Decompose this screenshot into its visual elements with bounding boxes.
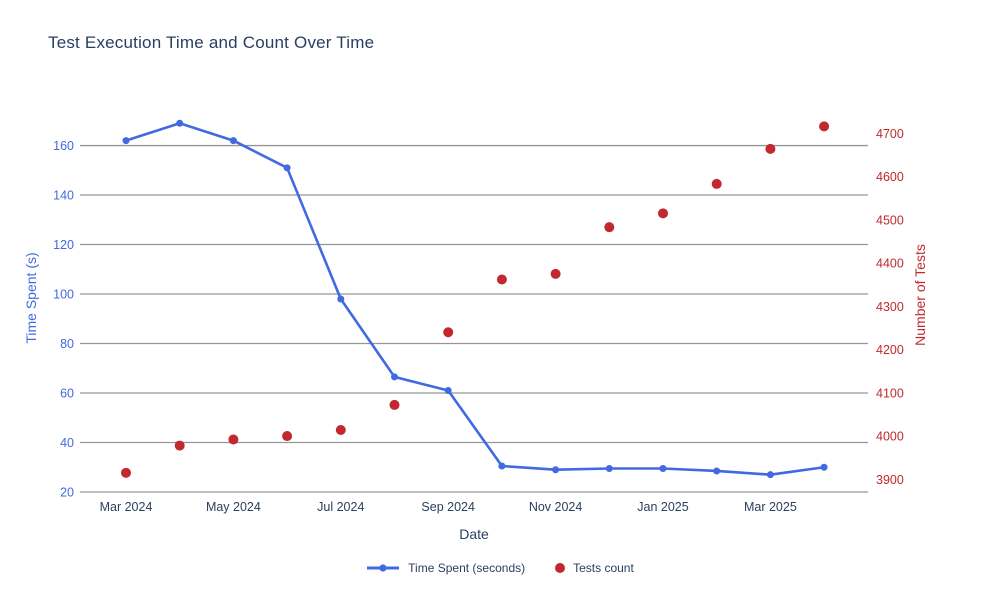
tests-count-marker: [550, 268, 561, 279]
right-tick-label: 4000: [876, 430, 904, 444]
x-tick-label: Jan 2025: [637, 500, 688, 514]
legend-label-tests-count: Tests count: [573, 561, 634, 575]
tests-count-marker: [765, 143, 776, 154]
x-tick-label: Mar 2024: [100, 500, 153, 514]
tests-count-marker: [174, 440, 185, 451]
x-axis-title: Date: [459, 526, 489, 542]
dot-marker-sample-icon: [555, 563, 566, 573]
legend: Time Spent (seconds) Tests count: [0, 561, 1000, 575]
chart-title: Test Execution Time and Count Over Time: [48, 33, 375, 52]
left-tick-label: 20: [60, 486, 74, 500]
x-tick-label: May 2024: [206, 500, 261, 514]
tests-count-marker: [496, 274, 507, 285]
line-marker-sample-icon: [367, 564, 400, 572]
x-tick-label: Jul 2024: [317, 500, 364, 514]
right-tick-label: 3900: [876, 473, 904, 487]
tests-count-marker: [335, 424, 346, 435]
tests-count-marker: [819, 121, 830, 132]
legend-item-tests-count[interactable]: Tests count: [555, 561, 634, 575]
time-spent-marker: [283, 164, 291, 172]
time-spent-marker: [766, 471, 774, 479]
time-spent-marker: [176, 119, 184, 127]
time-spent-marker: [229, 137, 237, 145]
left-tick-label: 80: [60, 337, 74, 351]
time-spent-marker: [552, 466, 560, 474]
tests-count-marker: [658, 208, 668, 219]
time-spent-marker: [498, 462, 506, 470]
x-tick-label: Mar 2025: [744, 500, 797, 514]
left-tick-label: 140: [53, 189, 74, 203]
legend-label-time-spent: Time Spent (seconds): [408, 561, 526, 575]
tests-count-marker: [121, 467, 131, 478]
left-tick-label: 60: [60, 387, 74, 401]
x-tick-label: Nov 2024: [529, 500, 583, 514]
tests-count-marker: [711, 178, 722, 189]
time-spent-marker: [337, 295, 345, 303]
left-tick-label: 40: [60, 436, 74, 450]
tests-count-marker: [228, 434, 239, 445]
right-tick-label: 4500: [876, 213, 904, 227]
left-tick-label: 100: [53, 288, 74, 302]
right-tick-label: 4200: [876, 343, 904, 357]
left-tick-label: 160: [53, 139, 74, 153]
time-spent-marker: [659, 464, 667, 472]
tests-count-marker: [604, 222, 615, 233]
right-tick-label: 4600: [876, 170, 904, 184]
time-spent-marker: [122, 137, 130, 145]
time-spent-line: [124, 121, 826, 476]
tests-count-marker: [443, 327, 454, 338]
time-spent-marker: [605, 464, 613, 472]
right-tick-label: 4300: [876, 300, 904, 314]
time-spent-marker: [713, 467, 721, 475]
tests-count-marker: [389, 399, 400, 410]
left-tick-label: 120: [53, 238, 74, 252]
right-tick-label: 4700: [876, 127, 904, 141]
legend-item-time-spent[interactable]: Time Spent (seconds): [366, 561, 525, 575]
time-spent-marker: [820, 463, 828, 471]
time-spent-marker: [391, 373, 398, 381]
x-tick-label: Sep 2024: [421, 500, 475, 514]
right-tick-label: 4100: [876, 386, 904, 400]
right-tick-label: 4400: [876, 257, 904, 271]
tests-count-marker: [282, 431, 293, 442]
time-spent-marker: [444, 387, 452, 395]
